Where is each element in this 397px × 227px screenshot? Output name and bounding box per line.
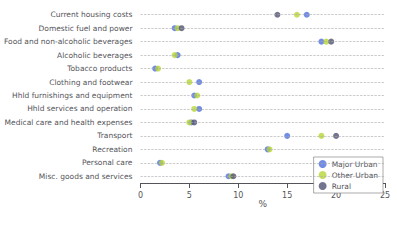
svg-text:%: % bbox=[258, 199, 267, 209]
svg-text:Clothing and footwear: Clothing and footwear bbox=[49, 78, 133, 87]
svg-text:Recreation: Recreation bbox=[92, 145, 132, 154]
svg-text:Domestic fuel and power: Domestic fuel and power bbox=[39, 24, 134, 33]
svg-text:Personal care: Personal care bbox=[82, 158, 133, 167]
svg-text:10: 10 bbox=[233, 191, 243, 200]
svg-text:Other Urban: Other Urban bbox=[332, 171, 379, 180]
svg-text:20: 20 bbox=[331, 190, 342, 200]
svg-text:Food and non-alcoholic beverag: Food and non-alcoholic beverages bbox=[4, 37, 133, 46]
svg-text:Hhld services and operation: Hhld services and operation bbox=[27, 104, 133, 113]
svg-text:5: 5 bbox=[187, 191, 192, 200]
svg-text:Transport: Transport bbox=[96, 131, 132, 140]
svg-text:15: 15 bbox=[282, 191, 292, 200]
svg-text:25: 25 bbox=[379, 190, 391, 200]
svg-text:Hhld furnishings and equipment: Hhld furnishings and equipment bbox=[12, 91, 132, 100]
svg-text:Tobacco products: Tobacco products bbox=[66, 64, 132, 73]
svg-text:Current housing costs: Current housing costs bbox=[50, 10, 132, 19]
svg-text:Alcoholic beverages: Alcoholic beverages bbox=[57, 51, 132, 60]
svg-text:0: 0 bbox=[138, 191, 143, 200]
svg-text:Major Urban: Major Urban bbox=[332, 160, 378, 169]
svg-text:Rural: Rural bbox=[332, 182, 351, 191]
svg-text:Medical care and health expens: Medical care and health expenses bbox=[5, 118, 133, 127]
svg-text:Misc. goods and services: Misc. goods and services bbox=[39, 172, 133, 181]
